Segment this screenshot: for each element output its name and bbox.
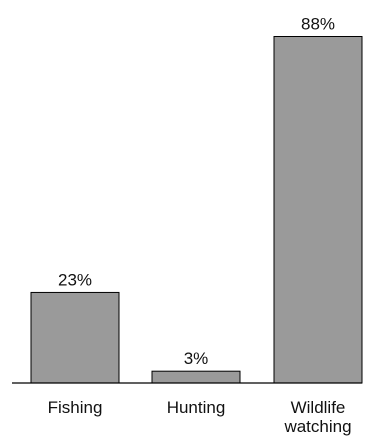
data-label: 88% (301, 15, 335, 34)
bar-hunting (151, 370, 241, 384)
x-tick-label: Hunting (167, 398, 226, 417)
bar-fishing (30, 291, 120, 384)
data-label: 23% (58, 270, 92, 289)
x-tick-label: Wildlife (291, 398, 346, 417)
data-label: 3% (184, 349, 209, 368)
x-tick-label: watching (283, 417, 351, 436)
x-tick-label: Fishing (48, 398, 103, 417)
bar-wildlife-watching (273, 36, 363, 384)
bars-layer (30, 36, 363, 384)
